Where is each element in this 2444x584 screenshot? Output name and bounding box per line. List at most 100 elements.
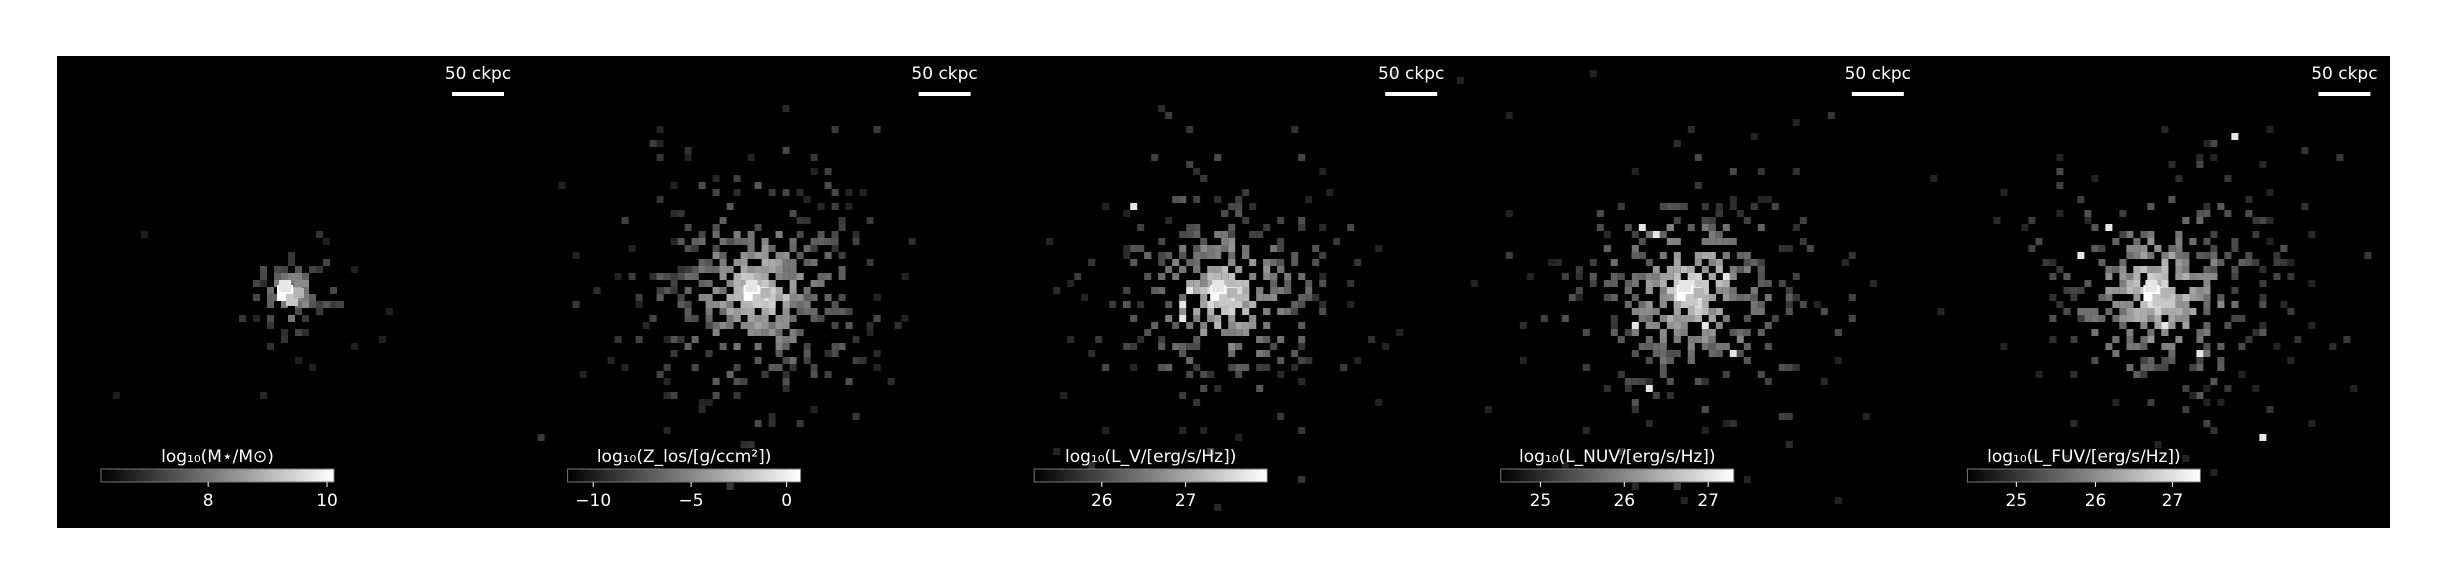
pixel [684, 266, 692, 273]
pixel [1694, 378, 1702, 385]
pixel [1750, 301, 1758, 308]
pixel [1666, 266, 1674, 273]
pixel [1207, 252, 1215, 259]
pixel [2301, 203, 2309, 210]
pixel [1249, 231, 1257, 238]
pixel [295, 266, 302, 273]
pixel [859, 357, 867, 364]
pixel [768, 287, 776, 294]
pixel [1785, 245, 1793, 252]
pixel [2077, 252, 2085, 259]
pixel [1088, 350, 1096, 357]
pixel [1235, 196, 1243, 203]
pixel [761, 308, 769, 315]
pixel [747, 238, 755, 245]
pixel [1645, 385, 1653, 392]
pixel [2140, 308, 2148, 315]
pixel [782, 294, 790, 301]
pixel [1347, 224, 1355, 231]
pixel [1701, 308, 1709, 315]
pixel [1193, 287, 1201, 294]
pixel [267, 315, 274, 322]
pixel [2112, 336, 2120, 343]
pixel [1228, 273, 1236, 280]
pixel [1736, 350, 1744, 357]
pixel [2238, 315, 2246, 322]
pixel [1645, 273, 1653, 280]
pixel [754, 329, 762, 336]
pixel [803, 294, 811, 301]
pixel [330, 301, 337, 308]
pixel [1172, 343, 1180, 350]
pixel [1659, 315, 1667, 322]
pixel [810, 238, 818, 245]
pixel [2224, 322, 2232, 329]
pixel [2119, 231, 2127, 238]
pixel [1631, 231, 1639, 238]
pixel [2196, 217, 2204, 224]
scale-bar-label: 50 ckpc [1845, 64, 1911, 84]
pixel [1652, 322, 1660, 329]
pixel [2175, 266, 2183, 273]
pixel [698, 238, 706, 245]
pixel [1729, 287, 1737, 294]
pixel [1347, 280, 1355, 287]
pixel [1722, 294, 1730, 301]
pixel [2210, 273, 2218, 280]
pixel [1249, 301, 1257, 308]
pixel [824, 273, 832, 280]
scale-bar-label: 50 ckpc [911, 64, 977, 84]
pixel [1848, 315, 1856, 322]
pixel [2056, 168, 2064, 175]
pixel [1764, 378, 1772, 385]
pixel [1673, 483, 1681, 490]
pixel [2133, 294, 2141, 301]
pixel [1067, 280, 1075, 287]
pixel [1214, 266, 1222, 273]
pixel [768, 266, 776, 273]
pixel [1249, 322, 1257, 329]
colorbar-tick-label: 27 [1697, 491, 1719, 511]
pixel [2203, 140, 2211, 147]
pixel [2112, 315, 2120, 322]
pixel [761, 273, 769, 280]
pixel [281, 273, 288, 280]
pixel [782, 147, 790, 154]
pixel [684, 245, 692, 252]
pixel [1778, 280, 1786, 287]
pixel [309, 301, 316, 308]
pixel [1186, 224, 1194, 231]
pixel [2133, 343, 2141, 350]
pixel [267, 343, 274, 350]
pixel [295, 357, 302, 364]
pixel [796, 189, 804, 196]
pixel [691, 315, 699, 322]
colorbar-tick-label: 27 [2162, 491, 2184, 511]
pixel [1757, 196, 1765, 203]
pixel [2147, 357, 2155, 364]
pixel [2308, 322, 2316, 329]
pixel [1743, 259, 1751, 266]
pixel [2091, 245, 2099, 252]
pixel [817, 203, 825, 210]
pixel [2098, 245, 2106, 252]
pixel [1214, 504, 1222, 511]
pixel [2147, 266, 2155, 273]
pixel [2189, 294, 2197, 301]
pixel [1708, 329, 1716, 336]
pixel [1235, 371, 1243, 378]
pixel [2049, 294, 2057, 301]
pixel [1312, 259, 1320, 266]
pixel [1617, 203, 1625, 210]
pixel [2035, 371, 2043, 378]
pixel [260, 280, 267, 287]
pixel [873, 315, 881, 322]
core [1693, 288, 1704, 298]
pixel [1298, 357, 1306, 364]
pixel [2133, 238, 2141, 245]
pixel [295, 273, 302, 280]
pixel [2049, 336, 2057, 343]
pixel [2196, 210, 2204, 217]
pixel [705, 301, 713, 308]
pixel [2259, 266, 2267, 273]
